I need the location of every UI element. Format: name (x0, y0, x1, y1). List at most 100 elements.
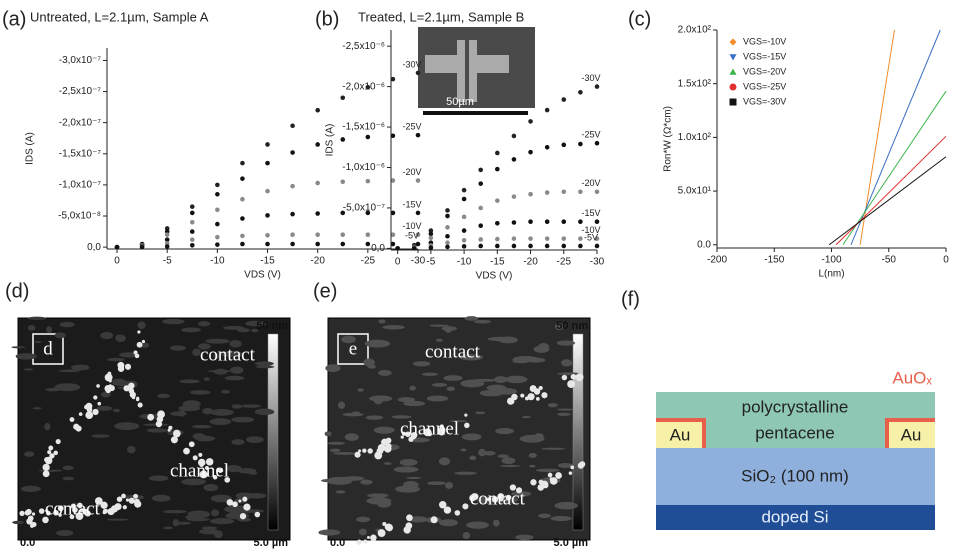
y-tick-label: 1.0x10² (678, 132, 712, 143)
data-point (315, 108, 320, 113)
legend-label: VGS=-15V (743, 51, 786, 61)
texture (24, 368, 34, 370)
grain (123, 505, 127, 509)
grain (386, 438, 392, 444)
grain (123, 385, 129, 391)
grain (43, 470, 50, 477)
data-point (290, 232, 295, 237)
series-line (836, 136, 946, 244)
texture (208, 370, 232, 372)
data-point (595, 84, 600, 89)
series-label: -5V (405, 230, 419, 240)
x-tick-label: -150 (764, 255, 784, 266)
x-tick-label: -25 (557, 257, 572, 268)
grain (133, 494, 138, 499)
electrode-label: Au (670, 425, 691, 444)
afm-scale: 0.0 (330, 537, 345, 549)
texture (369, 395, 392, 401)
data-point (595, 189, 600, 194)
texture (486, 385, 506, 391)
grain (108, 372, 112, 376)
data-point (462, 228, 467, 233)
texture (187, 518, 210, 521)
x-axis-label: VDS (V) (244, 270, 281, 281)
texture (469, 456, 476, 461)
texture (554, 502, 577, 510)
texture (445, 482, 453, 489)
data-point (240, 161, 245, 166)
data-point (545, 236, 550, 241)
data-point (478, 168, 483, 173)
texture (406, 477, 422, 479)
data-point (545, 219, 550, 224)
data-point (340, 242, 345, 247)
data-point (190, 243, 195, 248)
data-point (495, 237, 500, 242)
texture (335, 490, 345, 493)
grain (183, 448, 190, 455)
grain (142, 340, 145, 343)
texture (500, 465, 520, 467)
data-point (429, 236, 434, 241)
data-point (429, 232, 434, 237)
texture (55, 332, 66, 338)
oxide-label: AuOₓ (892, 368, 932, 387)
data-point (462, 215, 467, 220)
data-point (190, 229, 195, 234)
texture (59, 322, 74, 327)
texture (114, 422, 139, 430)
panel-label: (d) (5, 280, 29, 302)
texture (211, 509, 219, 516)
layer-label: doped Si (761, 507, 828, 526)
data-point (315, 142, 320, 147)
texture (439, 519, 458, 526)
grain (125, 364, 131, 370)
data-point (495, 244, 500, 249)
texture (548, 403, 558, 407)
data-point (545, 145, 550, 150)
data-point (215, 183, 220, 188)
texture (432, 383, 447, 387)
data-point (578, 90, 583, 95)
texture (366, 497, 391, 504)
data-point (512, 220, 517, 225)
data-point (445, 208, 450, 213)
data-point (165, 244, 170, 249)
grain (406, 514, 413, 521)
grain (118, 362, 125, 369)
data-point (416, 211, 421, 216)
chart-title: Treated, L=2.1µm, Sample B (358, 9, 524, 24)
texture (231, 417, 254, 423)
data-point (265, 213, 270, 218)
texture (45, 388, 61, 391)
data-point (545, 108, 550, 113)
data-point (578, 244, 583, 249)
data-point (512, 244, 517, 249)
texture (231, 439, 244, 445)
data-point (190, 211, 195, 216)
grain (75, 425, 81, 431)
x-tick-label: -100 (821, 255, 841, 266)
grain (576, 373, 584, 381)
grain (97, 402, 101, 406)
data-point (462, 188, 467, 193)
data-point (340, 232, 345, 237)
data-point (290, 242, 295, 247)
grain (367, 448, 372, 453)
texture (325, 431, 332, 436)
texture (100, 332, 113, 339)
x-axis-label: VDS (V) (476, 271, 513, 282)
grain (385, 525, 389, 529)
data-point (561, 244, 566, 249)
texture (512, 357, 537, 362)
series-label: -20V (402, 167, 421, 177)
grain (129, 498, 135, 504)
afm-label: contact (470, 488, 526, 509)
grain (32, 512, 35, 515)
texture (112, 379, 125, 384)
texture (62, 477, 74, 480)
data-point (478, 223, 483, 228)
data-point (578, 219, 583, 224)
data-point (528, 119, 533, 124)
texture (24, 451, 34, 456)
